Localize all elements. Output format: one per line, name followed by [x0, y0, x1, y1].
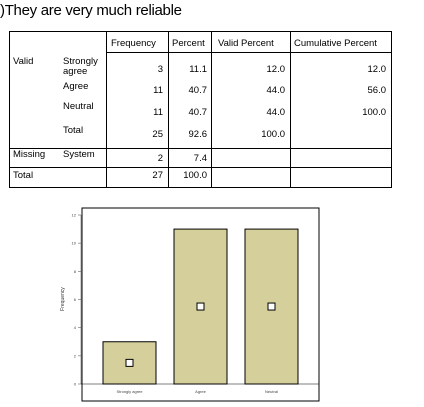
valid-group-divider — [10, 148, 391, 149]
page-heading: )They are very much reliable — [0, 2, 182, 19]
bar-marker — [125, 358, 134, 367]
bar-marker — [267, 302, 276, 311]
cell-frequency: 11 — [153, 85, 163, 96]
cell-percent: 7.4 — [193, 153, 207, 164]
x-tick-labels: Strongly agree Agree Neutral — [116, 389, 278, 394]
y-axis-title: Frequency — [60, 287, 66, 311]
y-tick-label: 2 — [74, 353, 77, 358]
cell-valid-percent: 44.0 — [266, 107, 286, 118]
group-valid: Valid — [13, 56, 34, 67]
cell-percent: 40.7 — [188, 107, 208, 118]
cell-percent: 40.7 — [188, 85, 208, 96]
column-divider-1 — [106, 32, 107, 187]
group-total: Total — [13, 170, 34, 181]
cell-valid-percent: 44.0 — [266, 85, 286, 96]
row-label-valid-total: Total — [63, 125, 84, 136]
cell-frequency: 2 — [157, 153, 163, 164]
cell-frequency: 3 — [157, 64, 163, 75]
row-label-neutral: Neutral — [63, 101, 94, 112]
cell-frequency: 25 — [152, 129, 163, 140]
bar-chart-svg: Frequency 0 2 4 6 8 10 12 Strongly agree Agree N… — [60, 207, 320, 402]
cell-percent: 100.0 — [183, 170, 207, 181]
cell-cumulative-percent: 12.0 — [367, 64, 387, 75]
cell-frequency: 27 — [152, 170, 163, 181]
cell-cumulative-percent: 100.0 — [362, 107, 386, 118]
header-divider — [106, 52, 391, 53]
missing-group-divider — [10, 167, 391, 168]
column-divider-2 — [168, 32, 169, 187]
header-percent: Percent — [172, 38, 205, 49]
header-valid-percent: Valid Percent — [218, 38, 274, 49]
x-tick-label: Neutral — [265, 389, 278, 394]
y-ticks: 0 2 4 6 8 10 12 — [72, 213, 81, 387]
cell-valid-percent: 12.0 — [266, 64, 286, 75]
cell-percent: 11.1 — [189, 64, 207, 75]
cell-cumulative-percent: 56.0 — [367, 85, 387, 96]
y-tick-label: 6 — [74, 297, 77, 302]
column-divider-4 — [290, 32, 291, 187]
x-tick-label: Agree — [195, 389, 206, 394]
row-label-agree: Agree — [63, 81, 89, 92]
row-label-system: System — [63, 149, 95, 160]
header-cumulative-percent: Cumulative Percent — [294, 38, 377, 49]
bar-marker — [196, 302, 205, 311]
header-frequency: Frequency — [111, 38, 156, 49]
y-tick-label: 4 — [74, 325, 77, 330]
y-tick-label: 10 — [72, 241, 77, 246]
bar-chart: Frequency 0 2 4 6 8 10 12 Strongly agree Agree N… — [55, 207, 320, 402]
group-missing: Missing — [13, 149, 46, 160]
y-tick-label: 8 — [74, 269, 77, 274]
bars — [102, 228, 299, 385]
cell-valid-percent: 100.0 — [261, 129, 285, 140]
y-tick-label: 12 — [72, 213, 77, 218]
column-divider-3 — [211, 32, 212, 187]
row-label-strongly-agree: Strongly agree — [63, 56, 98, 77]
cell-frequency: 11 — [153, 107, 163, 118]
y-tick-label: 0 — [74, 382, 77, 387]
frequency-table: Frequency Percent Valid Percent Cumulati… — [9, 31, 392, 188]
x-tick-label: Strongly agree — [116, 389, 143, 394]
cell-percent: 92.6 — [188, 129, 208, 140]
